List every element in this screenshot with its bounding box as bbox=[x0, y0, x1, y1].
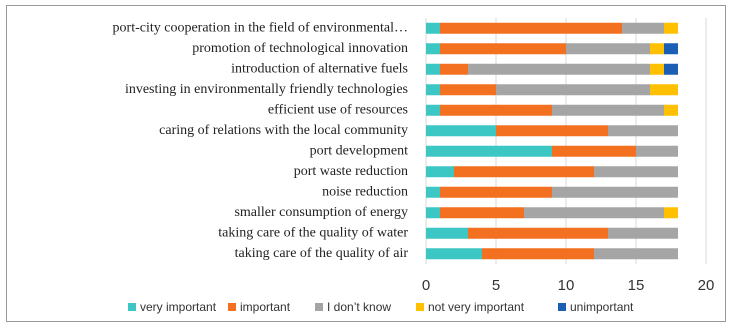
bar-segment bbox=[468, 63, 650, 75]
y-tick-label: port-city cooperation in the field of en… bbox=[113, 20, 408, 35]
y-tick-label: port development bbox=[310, 143, 408, 158]
legend-label: I don’t know bbox=[327, 300, 391, 314]
bar-segment bbox=[440, 186, 552, 198]
bar-segment bbox=[552, 145, 636, 157]
bar-segment bbox=[426, 125, 496, 137]
bar-segment bbox=[426, 145, 552, 157]
bar-segment bbox=[664, 43, 678, 55]
bar-segment bbox=[426, 104, 440, 116]
bar-segment bbox=[552, 104, 664, 116]
bar-segment bbox=[594, 166, 678, 178]
y-tick-label: promotion of technological innovation bbox=[192, 41, 408, 56]
x-tick-label: 5 bbox=[492, 277, 500, 294]
bar-segment bbox=[454, 166, 594, 178]
legend-swatch bbox=[558, 303, 566, 311]
bar-segment bbox=[650, 43, 664, 55]
bar-segment bbox=[622, 22, 664, 34]
bar-segment bbox=[440, 104, 552, 116]
bar-segment bbox=[566, 43, 650, 55]
x-tick-label: 10 bbox=[558, 277, 575, 294]
bar-segment bbox=[524, 207, 664, 219]
bar-segment bbox=[636, 145, 678, 157]
y-tick-label: smaller consumption of energy bbox=[234, 205, 408, 220]
bar-segment bbox=[426, 248, 482, 260]
y-tick-label: noise reduction bbox=[322, 184, 408, 199]
legend-label: unimportant bbox=[570, 300, 634, 314]
y-tick-label: taking care of the quality of air bbox=[235, 246, 409, 261]
bar-segment bbox=[440, 43, 566, 55]
bar-segment bbox=[426, 207, 440, 219]
y-tick-label: introduction of alternative fuels bbox=[231, 61, 408, 76]
bar-segment bbox=[496, 125, 608, 137]
legend-swatch bbox=[228, 303, 236, 311]
bar-segment bbox=[440, 22, 622, 34]
y-tick-label: efficient use of resources bbox=[268, 102, 408, 117]
legend-swatch bbox=[416, 303, 424, 311]
bar-segment bbox=[664, 104, 678, 116]
bar-segment bbox=[496, 84, 650, 96]
legend-swatch bbox=[128, 303, 136, 311]
chart-frame bbox=[6, 5, 726, 322]
legend-label: important bbox=[240, 300, 291, 314]
y-tick-label: port waste reduction bbox=[294, 164, 408, 179]
bar-segment bbox=[650, 63, 664, 75]
bar-segment bbox=[468, 227, 608, 239]
bar-segment bbox=[482, 248, 594, 260]
x-tick-label: 15 bbox=[628, 277, 645, 294]
legend-label: very important bbox=[140, 300, 217, 314]
bar-segment bbox=[650, 84, 678, 96]
bar-segment bbox=[426, 43, 440, 55]
bar-segment bbox=[426, 22, 440, 34]
y-tick-label: investing in environmentally friendly te… bbox=[125, 82, 408, 97]
bar-segment bbox=[426, 63, 440, 75]
bar-segment bbox=[608, 125, 678, 137]
bar-segment bbox=[664, 22, 678, 34]
legend-label: not very important bbox=[428, 300, 525, 314]
legend-swatch bbox=[315, 303, 323, 311]
y-tick-label: taking care of the quality of water bbox=[218, 225, 408, 240]
bar-segment bbox=[426, 227, 468, 239]
x-tick-label: 0 bbox=[422, 277, 430, 294]
bar-segment bbox=[552, 186, 678, 198]
bar-segment bbox=[664, 207, 678, 219]
bar-segment bbox=[594, 248, 678, 260]
bar-segment bbox=[440, 207, 524, 219]
bar-segment bbox=[608, 227, 678, 239]
bar-segment bbox=[426, 186, 440, 198]
bar-segment bbox=[426, 166, 454, 178]
bar-segment bbox=[440, 63, 468, 75]
y-tick-label: caring of relations with the local commu… bbox=[159, 123, 408, 138]
bar-segment bbox=[440, 84, 496, 96]
bar-segment bbox=[426, 84, 440, 96]
x-tick-label: 20 bbox=[698, 277, 715, 294]
bar-segment bbox=[664, 63, 678, 75]
